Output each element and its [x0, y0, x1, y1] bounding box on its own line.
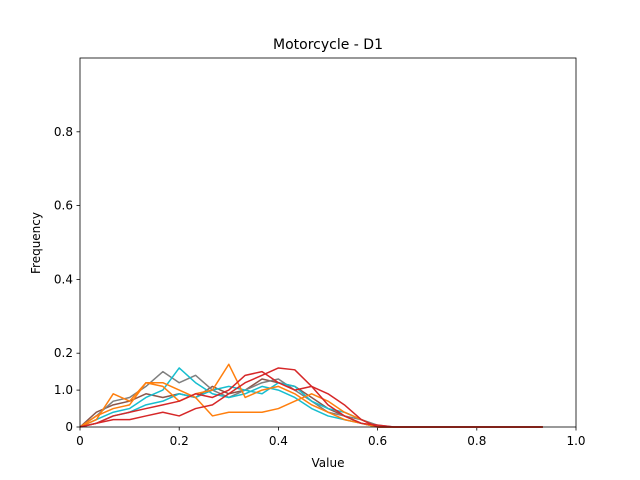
x-tick-label: 1.0	[566, 434, 585, 448]
y-tick-label: 0.8	[54, 125, 73, 139]
y-tick-label: 0.4	[54, 272, 73, 286]
x-tick-label: 0.8	[467, 434, 486, 448]
x-tick-label: 0.4	[269, 434, 288, 448]
x-tick-label: 0.2	[170, 434, 189, 448]
y-tick-label: 0.2	[54, 346, 73, 360]
y-tick-label: 0	[65, 420, 73, 434]
y-axis-label: Frequency	[29, 212, 43, 274]
chart-title: Motorcycle - D1	[273, 37, 383, 53]
x-tick-label: 0.6	[368, 434, 387, 448]
plot-frame	[79, 57, 577, 428]
x-tick-label: 0	[76, 434, 84, 448]
y-tick-label: 0.6	[54, 199, 73, 213]
x-axis-label: Value	[312, 456, 345, 470]
y-tick-label: 1.0	[54, 383, 73, 397]
